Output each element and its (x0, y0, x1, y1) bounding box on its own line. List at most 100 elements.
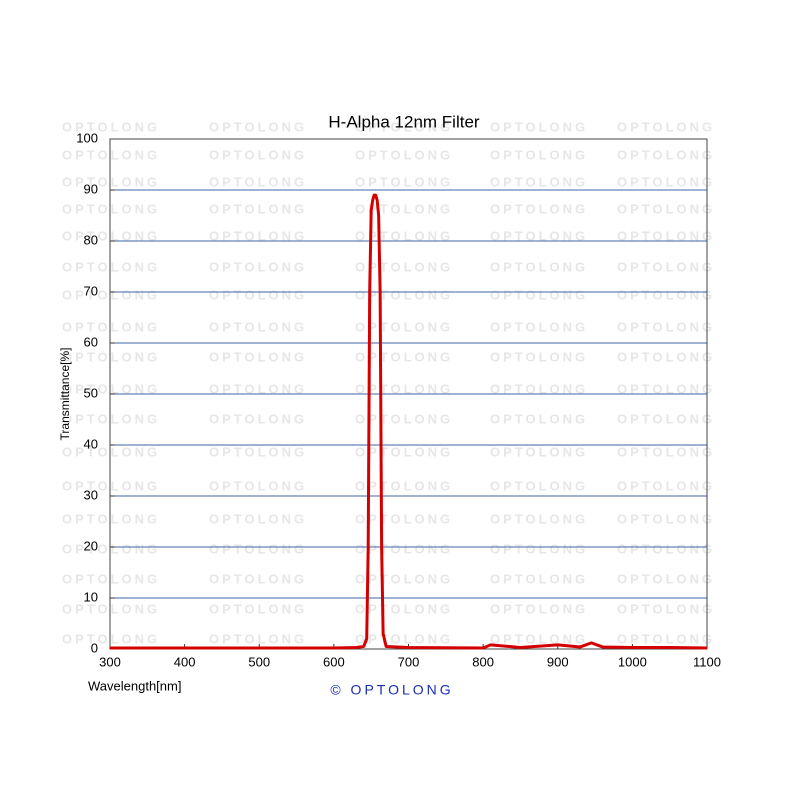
watermark-text: OPTOLONG (617, 511, 715, 526)
watermark-text: OPTOLONG (617, 541, 715, 556)
y-tick-label: 20 (84, 538, 98, 553)
watermark-text: OPTOLONG (490, 571, 588, 586)
watermark-text: OPTOLONG (62, 601, 160, 616)
watermark-text: OPTOLONG (490, 119, 588, 134)
watermark-text: OPTOLONG (209, 601, 307, 616)
watermark-text: OPTOLONG (209, 631, 307, 646)
watermark-text: OPTOLONG (62, 511, 160, 526)
watermark-text: OPTOLONG (209, 201, 307, 216)
watermark-text: OPTOLONG (617, 259, 715, 274)
watermark-text: OPTOLONG (209, 381, 307, 396)
watermark-text: OPTOLONG (490, 444, 588, 459)
watermark-text: OPTOLONG (355, 571, 453, 586)
watermark-text: OPTOLONG (617, 571, 715, 586)
x-tick-label: 600 (323, 654, 345, 669)
watermark-text: OPTOLONG (355, 444, 453, 459)
watermark-text: OPTOLONG (355, 381, 453, 396)
watermark-text: OPTOLONG (209, 478, 307, 493)
y-tick-label: 40 (84, 436, 98, 451)
watermark-text: OPTOLONG (355, 349, 453, 364)
y-tick-label: 30 (84, 487, 98, 502)
y-tick-label: 100 (76, 130, 98, 145)
watermark-text: OPTOLONG (62, 319, 160, 334)
y-tick-label: 80 (84, 232, 98, 247)
x-tick-label: 800 (472, 654, 494, 669)
watermark-text: OPTOLONG (355, 601, 453, 616)
watermark-text: OPTOLONG (617, 119, 715, 134)
watermark-text: OPTOLONG (355, 147, 453, 162)
watermark-text: OPTOLONG (62, 259, 160, 274)
watermark-text: OPTOLONG (209, 349, 307, 364)
watermark-text: OPTOLONG (209, 411, 307, 426)
watermark-text: OPTOLONG (209, 147, 307, 162)
y-tick-label: 70 (84, 283, 98, 298)
watermark-text: OPTOLONG (617, 478, 715, 493)
watermark-text: OPTOLONG (62, 119, 160, 134)
x-tick-label: 700 (398, 654, 420, 669)
watermark-text: OPTOLONG (490, 411, 588, 426)
watermark-text: OPTOLONG (617, 319, 715, 334)
watermark-text: OPTOLONG (355, 411, 453, 426)
watermark-text: OPTOLONG (617, 228, 715, 243)
y-tick-label: 90 (84, 181, 98, 196)
watermark-text: OPTOLONG (617, 411, 715, 426)
plot-frame (109, 138, 708, 650)
x-tick-label: 1000 (618, 654, 647, 669)
watermark-text: OPTOLONG (490, 201, 588, 216)
watermark-text: OPTOLONG (490, 541, 588, 556)
watermark-text: OPTOLONG (62, 478, 160, 493)
copyright: © OPTOLONG (330, 682, 453, 698)
watermark-text: OPTOLONG (617, 349, 715, 364)
chart-title: H-Alpha 12nm Filter (328, 112, 480, 131)
watermark-text: OPTOLONG (209, 571, 307, 586)
watermark-text: OPTOLONG (490, 147, 588, 162)
watermark-text: OPTOLONG (490, 319, 588, 334)
watermark-text: OPTOLONG (490, 381, 588, 396)
y-tick-label: 50 (84, 385, 98, 400)
watermark-text: OPTOLONG (490, 259, 588, 274)
watermark-text: OPTOLONG (62, 147, 160, 162)
watermark-text: OPTOLONG (62, 287, 160, 302)
watermark-text: OPTOLONG (209, 259, 307, 274)
watermark-text: OPTOLONG (490, 174, 588, 189)
watermark-text: OPTOLONG (355, 541, 453, 556)
watermark-text: OPTOLONG (62, 349, 160, 364)
watermark-text: OPTOLONG (209, 511, 307, 526)
watermark-text: OPTOLONG (617, 601, 715, 616)
x-tick-label: 900 (547, 654, 569, 669)
watermark-text: OPTOLONG (490, 601, 588, 616)
watermark-text: OPTOLONG (617, 631, 715, 646)
watermark-text: OPTOLONG (62, 541, 160, 556)
watermark-text: OPTOLONG (617, 174, 715, 189)
watermark-text: OPTOLONG (355, 631, 453, 646)
series-line (110, 193, 708, 650)
watermark-text: OPTOLONG (62, 174, 160, 189)
x-tick-label: 500 (248, 654, 270, 669)
watermark-text: OPTOLONG (490, 349, 588, 364)
watermark-text: OPTOLONG (617, 287, 715, 302)
watermark-text: OPTOLONG (62, 444, 160, 459)
watermark-text: OPTOLONG (62, 571, 160, 586)
watermark-text: OPTOLONG (355, 174, 453, 189)
watermark-text: OPTOLONG (62, 201, 160, 216)
watermark-layer: OPTOLONG OPTOLONG OPTOLONG OPTOLONG OPTOLONG… (62, 119, 715, 646)
watermark-text: OPTOLONG (209, 174, 307, 189)
y-tick-label: 0 (91, 640, 98, 655)
watermark-text: OPTOLONG (490, 287, 588, 302)
watermark-text: OPTOLONG (617, 444, 715, 459)
watermark-text: OPTOLONG (355, 319, 453, 334)
watermark-text: OPTOLONG (355, 511, 453, 526)
watermark-text: OPTOLONG (490, 228, 588, 243)
watermark-text: OPTOLONG (209, 287, 307, 302)
watermark-text: OPTOLONG (209, 541, 307, 556)
watermark-text: OPTOLONG (617, 201, 715, 216)
watermark-text: OPTOLONG (490, 478, 588, 493)
watermark-text: OPTOLONG (490, 631, 588, 646)
watermark-text: OPTOLONG (62, 631, 160, 646)
watermark-text: OPTOLONG (209, 444, 307, 459)
y-tick-label: 60 (84, 334, 98, 349)
watermark-text: OPTOLONG (62, 411, 160, 426)
watermark-text: OPTOLONG (355, 478, 453, 493)
watermark-text: OPTOLONG (355, 119, 453, 134)
x-tick-label: 1100 (693, 654, 721, 669)
